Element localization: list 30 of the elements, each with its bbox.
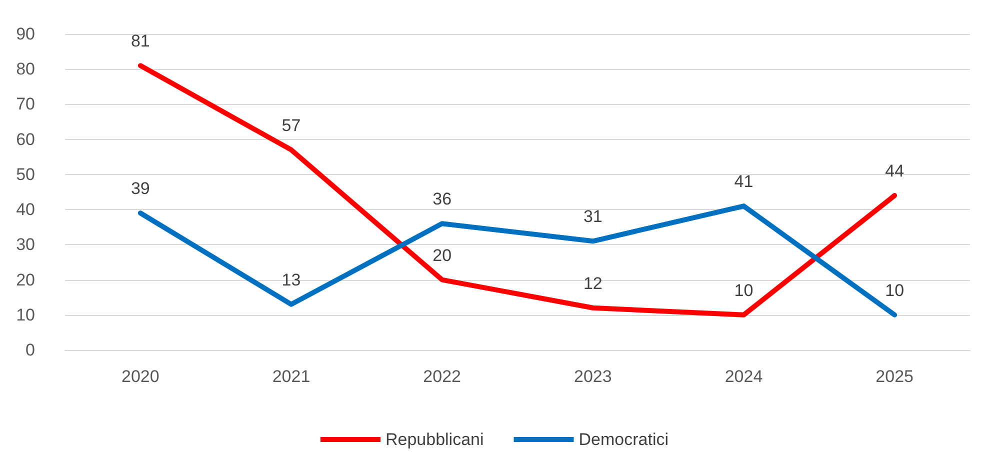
legend-label: Repubblicani bbox=[385, 430, 484, 449]
y-tick-label: 30 bbox=[16, 235, 35, 254]
x-tick-label: 2022 bbox=[423, 367, 461, 386]
y-tick-label: 90 bbox=[16, 24, 35, 44]
data-label: 12 bbox=[583, 274, 602, 293]
y-tick-label: 50 bbox=[16, 164, 35, 184]
data-label: 31 bbox=[583, 207, 602, 226]
legend-label: Democratici bbox=[578, 430, 669, 449]
data-label: 81 bbox=[130, 32, 150, 51]
data-label: 41 bbox=[734, 172, 754, 192]
y-tick-label: 10 bbox=[16, 305, 35, 324]
y-tick-label: 70 bbox=[16, 94, 35, 114]
y-tick-label: 20 bbox=[16, 270, 35, 290]
x-tick-label: 2025 bbox=[876, 367, 914, 386]
x-tick-label: 2021 bbox=[272, 367, 310, 386]
x-tick-label: 2024 bbox=[724, 367, 763, 386]
x-tick-label: 2020 bbox=[122, 367, 160, 386]
data-label: 39 bbox=[130, 179, 150, 198]
y-tick-label: 0 bbox=[26, 340, 35, 360]
y-tick-label: 40 bbox=[16, 200, 35, 220]
data-label: 13 bbox=[282, 270, 301, 290]
data-label: 44 bbox=[885, 162, 904, 181]
data-label: 20 bbox=[432, 246, 452, 265]
data-label: 10 bbox=[734, 280, 754, 300]
y-tick-label: 80 bbox=[16, 60, 35, 79]
y-tick-label: 60 bbox=[16, 130, 35, 149]
data-label: 10 bbox=[885, 280, 904, 300]
data-label: 57 bbox=[282, 116, 301, 135]
data-label: 36 bbox=[432, 190, 452, 209]
x-tick-label: 2023 bbox=[574, 367, 612, 386]
